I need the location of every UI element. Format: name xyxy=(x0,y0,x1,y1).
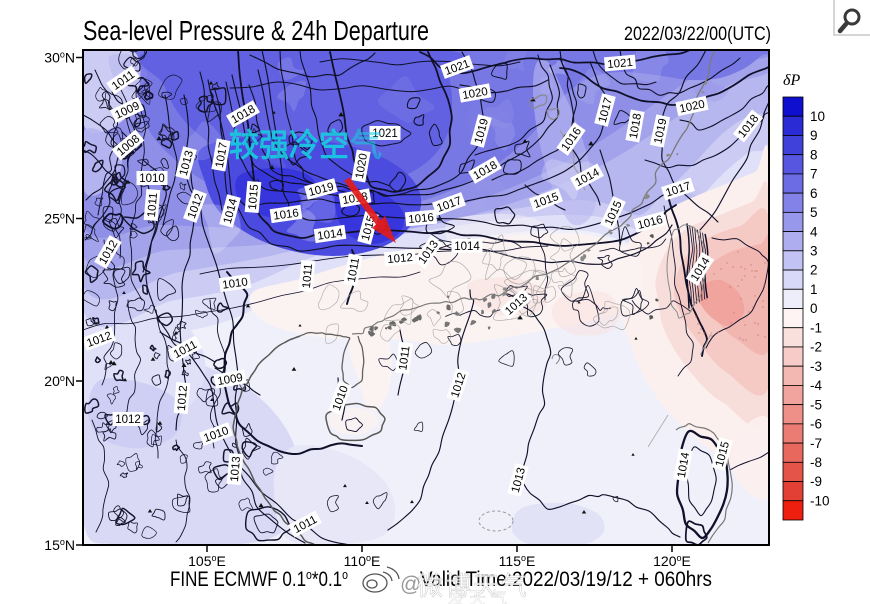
svg-text:较强冷空: 较强冷空 xyxy=(229,127,349,163)
svg-text:-5: -5 xyxy=(810,397,822,412)
svg-text:1010: 1010 xyxy=(139,173,165,185)
svg-text:1020: 1020 xyxy=(462,86,489,102)
svg-text:110oE: 110oE xyxy=(344,553,381,569)
svg-text:1013: 1013 xyxy=(229,456,243,483)
svg-text:Sea-level Pressure & 24h Depar: Sea-level Pressure & 24h Departure xyxy=(83,15,429,46)
svg-text:1012: 1012 xyxy=(115,414,141,426)
svg-text:气: 气 xyxy=(350,127,382,163)
svg-text:9: 9 xyxy=(810,128,818,143)
svg-text:25oN: 25oN xyxy=(44,211,75,227)
svg-text:FINE ECMWF 0.1o*0.1o: FINE ECMWF 0.1o*0.1o xyxy=(170,567,348,591)
svg-text:-2: -2 xyxy=(810,340,822,355)
svg-text:-9: -9 xyxy=(810,474,822,489)
svg-text:发天气: 发天气 xyxy=(448,589,511,604)
svg-text:0: 0 xyxy=(810,301,818,316)
svg-text:120oE: 120oE xyxy=(653,553,691,569)
svg-text:-10: -10 xyxy=(810,494,830,509)
svg-text:2: 2 xyxy=(810,263,818,278)
svg-text:10: 10 xyxy=(810,109,825,124)
svg-text:-4: -4 xyxy=(810,378,822,393)
svg-text:30oN: 30oN xyxy=(44,50,75,66)
svg-text:115oE: 115oE xyxy=(499,553,536,569)
svg-text:1021: 1021 xyxy=(607,57,634,71)
svg-text:-7: -7 xyxy=(810,436,822,451)
svg-text:1011: 1011 xyxy=(397,345,412,371)
svg-text:4: 4 xyxy=(810,224,818,239)
svg-text:1020: 1020 xyxy=(678,98,706,115)
svg-text:1: 1 xyxy=(810,282,818,297)
svg-text:105oE: 105oE xyxy=(188,553,226,569)
svg-text:1012: 1012 xyxy=(176,385,190,412)
svg-text:1017: 1017 xyxy=(214,142,230,169)
svg-text:1014: 1014 xyxy=(676,451,692,479)
svg-text:1009: 1009 xyxy=(217,372,244,388)
svg-text:1010: 1010 xyxy=(222,276,249,291)
svg-text:Valid Time:2022/03/19/12 + 060: Valid Time:2022/03/19/12 + 060hrs xyxy=(420,568,712,591)
svg-text:3: 3 xyxy=(810,244,818,259)
svg-text:1014: 1014 xyxy=(317,227,345,243)
svg-text:-8: -8 xyxy=(810,455,822,470)
svg-text:20oN: 20oN xyxy=(44,373,75,389)
svg-text:1020: 1020 xyxy=(354,153,370,180)
svg-text:7: 7 xyxy=(810,167,818,182)
svg-text:1019: 1019 xyxy=(652,117,669,145)
svg-text:1021: 1021 xyxy=(372,128,398,140)
svg-text:1011: 1011 xyxy=(301,263,315,289)
svg-text:2022/03/22/00(UTC): 2022/03/22/00(UTC) xyxy=(624,24,771,45)
svg-text:-1: -1 xyxy=(810,320,822,335)
svg-text:5: 5 xyxy=(810,205,818,220)
svg-text:微博天气: 微博天气 xyxy=(417,571,529,601)
svg-text:1011: 1011 xyxy=(146,192,160,218)
svg-text:1016: 1016 xyxy=(408,212,435,226)
svg-text:1014: 1014 xyxy=(454,241,480,253)
svg-text:@: @ xyxy=(400,573,421,596)
svg-text:δP: δP xyxy=(783,72,800,89)
svg-text:1011: 1011 xyxy=(346,257,362,283)
svg-text:1016: 1016 xyxy=(273,207,300,222)
svg-text:-6: -6 xyxy=(810,417,822,432)
svg-text:1018: 1018 xyxy=(628,113,644,140)
svg-text:1012: 1012 xyxy=(387,252,414,266)
svg-text:8: 8 xyxy=(810,147,818,162)
svg-text:6: 6 xyxy=(810,186,818,201)
svg-text:-3: -3 xyxy=(810,359,822,374)
svg-text:15oN: 15oN xyxy=(44,537,75,553)
svg-text:1015: 1015 xyxy=(247,184,261,211)
